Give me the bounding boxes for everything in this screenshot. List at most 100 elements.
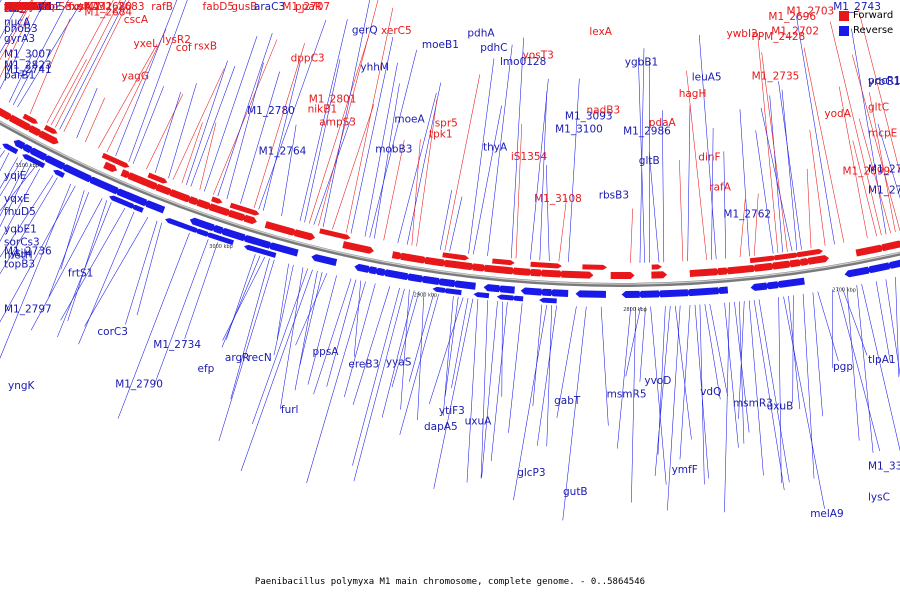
coordinate-tick-label: 2800 kbp (623, 307, 647, 313)
reverse-gene (621, 290, 640, 298)
label-line-forward (369, 49, 417, 238)
label-line-reverse (60, 207, 126, 321)
coordinate-ticks: 3600 kbp3500 kbp3400 kbp3300 kbp3200 kbp… (15, 163, 856, 313)
outer-gene-label: fhuD5 (4, 206, 36, 218)
label-line-reverse (704, 304, 721, 400)
forward-gene (169, 189, 192, 203)
outer-gene-label: M1_2790 (115, 379, 163, 391)
label-line-forward (806, 168, 812, 249)
inner-gene-label: pstB7 (4, 1, 34, 13)
reverse-gene (109, 195, 134, 209)
inner-gene-label: M1_3171 (4, 1, 52, 13)
inner-gene-label: trpE (4, 1, 26, 13)
inner-gene-label: pksM1 (4, 1, 38, 13)
inner-gene-label: yodA (824, 108, 851, 120)
label-line-reverse (279, 267, 304, 410)
forward-gene (0, 107, 13, 120)
reverse-gene (382, 269, 408, 281)
label-line-reverse (861, 284, 900, 452)
label-line-forward (0, 0, 46, 90)
label-line-reverse (78, 211, 135, 345)
reverse-gene (539, 297, 557, 304)
forward-gene (211, 196, 223, 204)
reverse-gene (844, 266, 870, 278)
label-line-reverse (817, 291, 839, 361)
label-line-forward (755, 130, 774, 254)
label-line-forward (406, 82, 442, 245)
label-line-reverse (408, 293, 435, 382)
reverse-gene (549, 289, 569, 297)
inner-gene-label: M1_3079 (4, 1, 52, 13)
legend-forward-label: Forward (853, 10, 894, 21)
forward-gene (855, 244, 885, 257)
inner-gene-label: tgl (4, 1, 18, 13)
label-line-reverse (399, 294, 439, 435)
label-line-forward (146, 93, 184, 170)
outer-gene-label: ymfF (672, 464, 698, 476)
label-line-reverse (812, 292, 823, 417)
reverse-gene (244, 244, 277, 258)
inner-gene-label: M1_3110 (4, 1, 52, 13)
outer-gene-label: corC3 (97, 326, 128, 338)
label-line-reverse (0, 177, 58, 275)
inner-gene-label: sigF (4, 1, 25, 13)
inner-gene-label: acdD (4, 1, 31, 13)
reverse-gene (405, 273, 423, 283)
label-line-forward (0, 0, 33, 54)
reverse-gene (211, 225, 224, 235)
label-line-reverse (778, 297, 782, 484)
inner-gene-label: M1_3167 (4, 1, 52, 13)
forward-gene (530, 268, 544, 277)
inner-gene-label: yrbG1 (868, 76, 900, 88)
label-line-forward (545, 164, 550, 261)
reverse-gene (497, 285, 515, 294)
inner-gene-label: rbsB3 (599, 190, 629, 202)
outer-gene-label: hbd2 (4, 1, 31, 13)
inner-gene-label: M1_3236 (4, 1, 52, 13)
inner-gene-label: dcd (4, 1, 23, 13)
forward-strand-label-lines (0, 0, 900, 263)
label-line-reverse (481, 301, 498, 478)
label-line-reverse (0, 164, 32, 228)
label-line-reverse (0, 152, 10, 172)
reverse-gene (473, 292, 490, 299)
forward-swatch (839, 10, 849, 21)
outer-gene-label: lysC (868, 492, 890, 504)
inner-gene-label: mcpE (868, 127, 897, 139)
outer-gene-label: ytiF3 (439, 405, 465, 417)
label-line-forward (262, 61, 301, 211)
forward-gene (127, 172, 159, 190)
inner-gene-label: trxA3 (4, 1, 32, 13)
inner-gene-label: fabD5 (203, 1, 235, 13)
label-line-forward (760, 107, 793, 252)
inner-gene-label: M1_2735 (752, 70, 800, 82)
outer-gene-label: M1_2734 (153, 339, 201, 351)
label-line-forward (0, 15, 30, 78)
label-line-forward (753, 193, 759, 256)
inner-gene-label: M1_2887 (4, 1, 52, 13)
label-line-forward (350, 36, 394, 234)
label-line-reverse (490, 302, 508, 462)
inner-gene-label: yrbE (38, 1, 62, 13)
label-line-forward (723, 151, 727, 259)
label-line-reverse (326, 279, 357, 387)
label-line-reverse (792, 295, 794, 403)
label-line-reverse (562, 306, 587, 521)
inner-gene-label: M1_2743 (833, 1, 881, 13)
inner-gene-label: yjiA (4, 1, 24, 13)
strand-legend: Forward Reverse (839, 8, 893, 38)
inner-gene-label: ypjH (4, 1, 28, 13)
label-line-reverse (532, 304, 543, 407)
forward-gene (400, 252, 428, 264)
inner-gene-label: M1_3100 (555, 124, 603, 136)
chromosome-backbone-highlight (0, 120, 900, 285)
inner-gene-label: M1_2764 (259, 146, 307, 158)
outer-gene-label: M1_2823 (4, 59, 52, 71)
label-line-reverse (466, 299, 479, 483)
inner-gene-label: yybA (23, 1, 50, 13)
outer-gene-labels: sunint3ytiT5ytjAaccBpcaCxsamntRdxslipBri… (4, 1, 900, 520)
inner-gene-label: M1_2801 (309, 94, 357, 106)
label-line-forward (308, 35, 370, 224)
inner-gene-label: eTR1 (4, 1, 31, 13)
